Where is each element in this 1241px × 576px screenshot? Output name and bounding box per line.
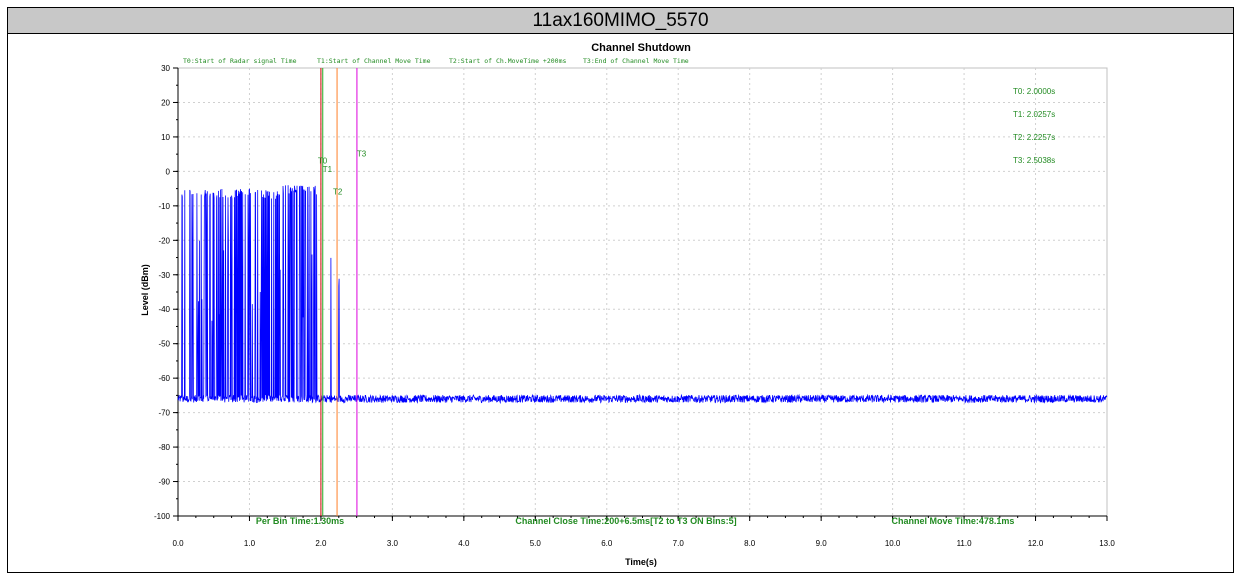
marker-label-t2: T2 <box>333 187 343 196</box>
y-axis-label: Level (dBm) <box>140 264 150 316</box>
signal-line <box>177 185 1108 405</box>
x-axis-ticks: 0.0 1.0 2.0 3.0 4.0 5.0 6.0 7.0 8.0 9.0 10.0 11.0 12… <box>172 515 1115 548</box>
marker-readout: T1: 2.0257s <box>1013 110 1055 119</box>
marker-readouts: T0: 2.0000s T1: 2.0257s T2: 2.2257s T3: 2.5… <box>1013 87 1055 165</box>
y-tick-label: -90 <box>158 478 170 487</box>
x-tick-label: 10.0 <box>885 539 901 548</box>
y-tick-label: 20 <box>161 98 170 107</box>
y-tick-label: -10 <box>158 202 170 211</box>
y-tick-label: 30 <box>161 64 170 73</box>
x-tick-label: 11.0 <box>957 539 973 548</box>
y-tick-label: -40 <box>158 305 170 314</box>
x-tick-label: 8.0 <box>744 539 756 548</box>
legend-notes: T0:Start of Radar signal Time T1:Start of… <box>183 57 689 65</box>
x-axis-label: Time(s) <box>625 557 657 567</box>
time-markers: T0T1T2T3 <box>318 68 367 516</box>
y-tick-label: -50 <box>158 340 170 349</box>
marker-label-t1: T1 <box>323 165 333 174</box>
x-tick-label: 3.0 <box>387 539 399 548</box>
legend-note: T3:End of Channel Move Time <box>583 57 689 65</box>
legend-note: T1:Start of Channel Move Time <box>317 57 431 65</box>
y-tick-label: 0 <box>166 167 171 176</box>
x-tick-label: 7.0 <box>673 539 685 548</box>
x-tick-label: 4.0 <box>458 539 470 548</box>
x-tick-label: 2.0 <box>315 539 327 548</box>
legend-note: T0:Start of Radar signal Time <box>183 57 297 65</box>
legend-note: T2:Start of Ch.MoveTime +200ms <box>449 57 566 65</box>
plot-area <box>177 67 1108 517</box>
chart-frame: 11ax160MIMO_5570 <box>7 7 1234 573</box>
x-tick-label: 0.0 <box>172 539 184 548</box>
y-tick-label: -70 <box>158 409 170 418</box>
signal-trace <box>177 185 1108 405</box>
channel-move-time: Channel Move Time:478.1ms <box>892 516 1015 526</box>
y-tick-label: 10 <box>161 133 170 142</box>
marker-readout: T2: 2.2257s <box>1013 133 1055 142</box>
page-title: 11ax160MIMO_5570 <box>8 8 1233 34</box>
marker-readout: T0: 2.0000s <box>1013 87 1055 96</box>
grid-lines <box>177 67 1108 517</box>
x-tick-label: 12.0 <box>1028 539 1044 548</box>
marker-readout: T3: 2.5038s <box>1013 156 1055 165</box>
per-bin-time: Per Bin Time:1.30ms <box>256 516 344 526</box>
x-tick-label: 1.0 <box>244 539 256 548</box>
y-tick-label: -80 <box>158 443 170 452</box>
channel-close-time: Channel Close Time:200+6.5ms[T2 to T3 ON… <box>515 516 736 526</box>
x-tick-label: 6.0 <box>601 539 613 548</box>
chart-title: Channel Shutdown <box>591 42 691 54</box>
y-tick-label: -20 <box>158 236 170 245</box>
y-axis-ticks: 30 20 10 0 -10 -20 -30 -40 -50 -60 -70 -80 -90 -100 <box>154 64 179 521</box>
y-tick-label: -100 <box>154 512 171 521</box>
x-tick-label: 9.0 <box>816 539 828 548</box>
y-tick-label: -30 <box>158 271 170 280</box>
x-tick-label: 5.0 <box>530 539 542 548</box>
y-tick-label: -60 <box>158 374 170 383</box>
footer-annotations: Per Bin Time:1.30ms Channel Close Time:2… <box>256 516 1015 526</box>
marker-label-t3: T3 <box>357 149 367 158</box>
x-tick-label: 13.0 <box>1099 539 1115 548</box>
